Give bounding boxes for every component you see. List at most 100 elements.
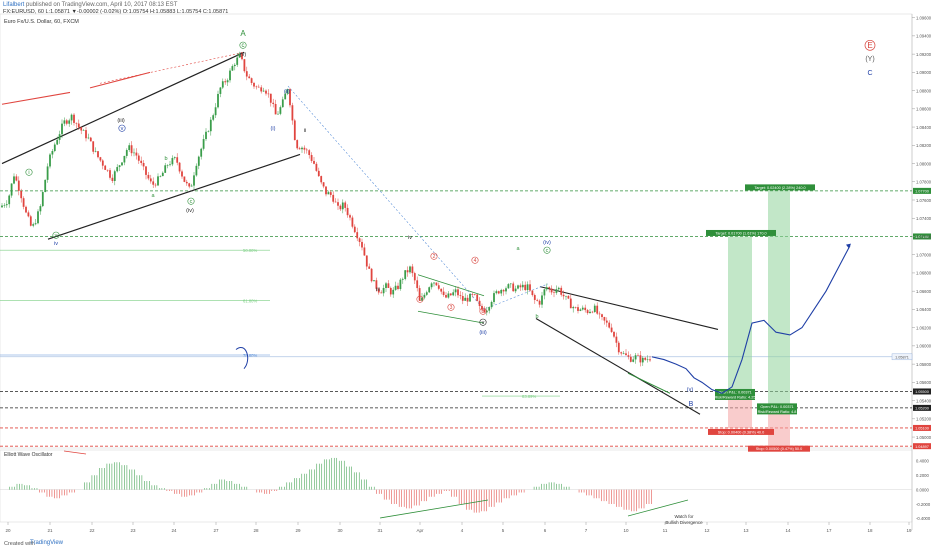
candle-body	[322, 182, 325, 187]
trendline[interactable]	[1, 91, 71, 105]
trendline[interactable]	[627, 372, 671, 394]
hand-drawn-arrow	[235, 347, 249, 370]
candle-body	[260, 87, 263, 92]
wave-label: E	[867, 41, 872, 50]
current-price-label: 1.05871	[895, 356, 909, 360]
fib-level-label: 78.60%	[243, 353, 257, 358]
time-tick-label: 13	[743, 528, 749, 533]
candle-body	[118, 165, 121, 168]
price-level-tag	[913, 424, 931, 431]
author-name[interactable]: Lifalbert	[3, 2, 25, 8]
trendline[interactable]	[535, 318, 701, 415]
price-level-tag	[913, 233, 931, 240]
candle-body	[149, 178, 152, 182]
candle-body	[488, 307, 491, 311]
trendline[interactable]	[1, 51, 245, 165]
wave-label-circle	[543, 246, 551, 254]
current-price-tag	[891, 353, 913, 361]
candle-body	[214, 107, 217, 116]
wave-label: (v)	[687, 387, 694, 393]
wave-label-circle	[864, 39, 876, 51]
candle-body	[500, 289, 503, 294]
price-tick-label: 1.07200	[916, 234, 932, 239]
candle-body	[586, 310, 589, 314]
candle-body	[334, 201, 337, 203]
candle-body	[449, 293, 452, 296]
price-level-tag	[913, 443, 931, 450]
candle-body	[171, 158, 174, 165]
wave-label: iii	[376, 287, 380, 293]
candle-body	[548, 287, 551, 289]
tradingview-logo[interactable]: TradingView	[30, 540, 64, 546]
candle-body	[363, 247, 366, 256]
price-tick-label: 1.08000	[916, 161, 932, 166]
trendline[interactable]	[539, 286, 719, 331]
candle-body	[526, 284, 529, 291]
price-level-label: 1.07700	[915, 190, 929, 194]
candle-body	[320, 176, 323, 183]
trendline[interactable]	[417, 310, 485, 324]
candle-body	[445, 295, 447, 298]
candle-body	[634, 355, 637, 360]
trendline[interactable]	[417, 274, 485, 297]
candle-body	[284, 93, 287, 100]
wave-label: v	[121, 126, 124, 132]
target-zone-2	[768, 190, 790, 408]
candle-body	[10, 183, 13, 196]
candle-body	[169, 164, 171, 166]
wave-label: 2	[433, 254, 436, 260]
stop-label-2-bg	[748, 445, 810, 452]
trendline[interactable]	[287, 85, 485, 310]
oscillator-divergence-line	[627, 499, 689, 517]
candle-body	[620, 352, 623, 354]
candle-body	[325, 186, 327, 195]
price-tick-label: 1.07400	[916, 216, 932, 221]
candle-body	[442, 291, 445, 296]
candle-body	[356, 232, 359, 239]
candle-body	[233, 64, 236, 67]
candle-body	[123, 155, 126, 163]
candle-body	[401, 278, 404, 280]
candle-body	[579, 309, 582, 311]
candle-body	[346, 207, 349, 216]
projection-path[interactable]	[651, 245, 851, 394]
wave-label: iv	[54, 241, 58, 247]
candle-body	[22, 198, 25, 207]
trendline[interactable]	[483, 283, 549, 310]
price-level-label: 1.04897	[915, 445, 929, 449]
price-tick-label: 1.08800	[916, 88, 932, 93]
candle-body	[593, 305, 596, 313]
risk-reward-label-2: Risk/Reward Ratio: 4.8	[758, 410, 797, 414]
open-pnl-label-1: Open P&L: 0.00371	[718, 390, 751, 394]
wave-label: ii	[304, 128, 306, 134]
candle-body	[58, 134, 61, 140]
candle-body	[543, 289, 546, 296]
time-tick-label: 10	[623, 528, 629, 533]
candle-body	[541, 295, 543, 305]
price-tick-label: 1.05800	[916, 362, 932, 367]
candle-body	[557, 287, 560, 290]
candle-body	[550, 288, 553, 293]
trendline[interactable]	[99, 52, 245, 84]
candle-body	[265, 90, 267, 94]
wave-label-circle	[471, 256, 479, 264]
candle-body	[298, 148, 301, 150]
candle-body	[68, 120, 71, 124]
wave-label: 1	[419, 297, 422, 303]
wave-label: c	[546, 248, 549, 254]
candle-body	[610, 327, 613, 332]
candle-body	[161, 172, 164, 177]
candle-body	[238, 53, 241, 58]
candle-body	[137, 155, 140, 161]
candle-body	[495, 291, 498, 294]
candle-body	[183, 176, 186, 182]
candle-body	[605, 320, 608, 323]
price-tick-label: 1.06000	[916, 344, 932, 349]
wave-label: b	[535, 314, 538, 320]
candle-body	[577, 307, 579, 311]
trendline[interactable]	[47, 153, 301, 240]
candle-body	[509, 283, 512, 285]
price-tick-label: 1.09400	[916, 34, 932, 39]
open-pnl-label-2: Open P&L: 0.00371	[760, 405, 793, 409]
